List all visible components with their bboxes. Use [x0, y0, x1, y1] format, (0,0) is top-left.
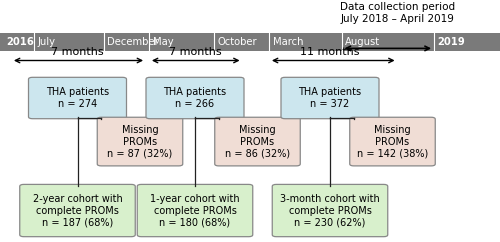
Text: 3-month cohort with
complete PROMs
n = 230 (62%): 3-month cohort with complete PROMs n = 2…	[280, 194, 380, 227]
Text: 11 months: 11 months	[300, 47, 360, 57]
Text: THA patients
n = 372: THA patients n = 372	[298, 87, 362, 109]
Text: THA patients
n = 274: THA patients n = 274	[46, 87, 109, 109]
FancyBboxPatch shape	[215, 117, 300, 166]
Text: October: October	[218, 37, 257, 47]
FancyBboxPatch shape	[281, 77, 379, 119]
Text: March: March	[272, 37, 303, 47]
FancyBboxPatch shape	[350, 117, 435, 166]
Text: 2-year cohort with
complete PROMs
n = 187 (68%): 2-year cohort with complete PROMs n = 18…	[32, 194, 122, 227]
Text: THA patients
n = 266: THA patients n = 266	[164, 87, 226, 109]
Text: May: May	[152, 37, 173, 47]
Text: Missing
PROMs
n = 142 (38%): Missing PROMs n = 142 (38%)	[357, 125, 428, 158]
FancyBboxPatch shape	[272, 184, 388, 237]
Text: 7 months: 7 months	[51, 47, 104, 57]
Text: 2016: 2016	[6, 37, 34, 47]
Text: December: December	[108, 37, 159, 47]
FancyBboxPatch shape	[97, 117, 183, 166]
FancyBboxPatch shape	[28, 77, 126, 119]
Text: July: July	[38, 37, 56, 47]
Text: 1-year cohort with
complete PROMs
n = 180 (68%): 1-year cohort with complete PROMs n = 18…	[150, 194, 240, 227]
Text: Missing
PROMs
n = 87 (32%): Missing PROMs n = 87 (32%)	[108, 125, 172, 158]
Text: August: August	[345, 37, 380, 47]
Text: Missing
PROMs
n = 86 (32%): Missing PROMs n = 86 (32%)	[225, 125, 290, 158]
Text: 7 months: 7 months	[168, 47, 222, 57]
FancyBboxPatch shape	[137, 184, 253, 237]
Bar	[0, 33, 500, 51]
Text: 2019: 2019	[438, 37, 465, 47]
FancyBboxPatch shape	[146, 77, 244, 119]
FancyBboxPatch shape	[20, 184, 135, 237]
Text: Data collection period
July 2018 – April 2019: Data collection period July 2018 – April…	[340, 2, 455, 24]
